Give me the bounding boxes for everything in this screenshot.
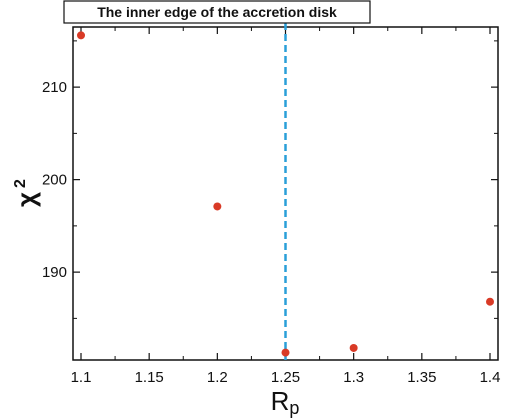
x-tick-label: 1.15 [135, 369, 164, 386]
data-point [281, 348, 290, 357]
x-axis-title: Rp [271, 386, 300, 418]
annotation-frame [63, 0, 371, 24]
y-tick-label: 200 [42, 172, 67, 189]
y-tick-label: 190 [42, 264, 67, 281]
y-axis-title: χ2 [11, 179, 41, 207]
x-tick-label: 1.4 [480, 369, 501, 386]
x-tick-label: 1.1 [71, 369, 92, 386]
x-tick-label: 1.35 [407, 369, 436, 386]
x-axis: 1.1 1.15 1.2 1.25 1.3 1.35 1.4 [71, 27, 501, 386]
data-point [77, 31, 85, 40]
data-points [77, 31, 494, 357]
data-point [486, 297, 494, 306]
x-tick-label: 1.25 [271, 369, 300, 386]
y-axis: 190 200 210 [42, 40, 498, 319]
x-tick-label: 1.3 [343, 369, 364, 386]
data-point [213, 202, 222, 211]
y-tick-label: 210 [42, 79, 67, 96]
annotation-box: The inner edge of the accretion disk [63, 0, 371, 24]
annotation-label: The inner edge of the accretion disk [97, 4, 337, 20]
data-point [349, 343, 358, 352]
x-tick-label: 1.2 [207, 369, 228, 386]
